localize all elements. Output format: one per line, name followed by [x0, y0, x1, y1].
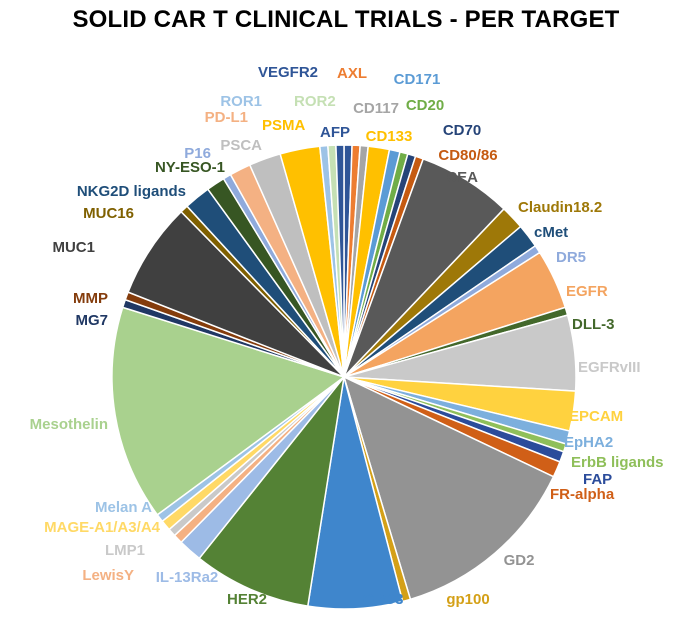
slice-label-lmp1: LMP1	[105, 542, 145, 559]
slice-label-cd70: CD70	[443, 122, 481, 139]
slice-label-ror2: ROR2	[294, 93, 336, 110]
slice-label-lewisy: LewisY	[82, 567, 134, 584]
slice-label-psma: PSMA	[262, 117, 306, 134]
slice-label-cd20: CD20	[406, 97, 444, 114]
slice-label-ror1: ROR1	[220, 93, 262, 110]
slice-label-muc1: MUC1	[52, 239, 95, 256]
chart-title: SOLID CAR T CLINICAL TRIALS - PER TARGET	[72, 6, 620, 33]
pie-slice-vegfr2	[335, 144, 345, 378]
slice-label-cd133: CD133	[366, 128, 413, 145]
pie-slice-her2	[198, 374, 346, 608]
slice-label-epcam: EPCAM	[569, 408, 623, 425]
slice-label-fr-alpha: FR-alpha	[550, 486, 615, 503]
slice-label-her2: HER2	[227, 591, 267, 608]
slice-label-mg7: MG7	[75, 312, 108, 329]
slice-label-vegfr2: VEGFR2	[258, 64, 318, 81]
slice-label-egfr: EGFR	[566, 283, 608, 300]
slice-label-psca: PSCA	[220, 137, 262, 154]
slice-label-melan-a: Melan A	[95, 499, 152, 516]
slice-label-gpc3: GPC3	[363, 591, 404, 608]
slice-label-afp: AFP	[320, 124, 350, 141]
slice-label-ny-eso-1: NY-ESO-1	[155, 159, 225, 176]
slice-label-mage-a1-a3-a4: MAGE-A1/A3/A4	[44, 519, 161, 536]
slice-label-cd117: CD117	[353, 100, 399, 117]
slice-label-dll-3: DLL-3	[572, 316, 615, 333]
slice-label-cd171: CD171	[394, 71, 441, 88]
slice-label-epha2: EpHA2	[564, 434, 613, 451]
slice-label-claudin18-2: Claudin18.2	[518, 199, 602, 216]
slice-label-axl: AXL	[337, 65, 367, 82]
slice-label-cmet: cMet	[534, 224, 568, 241]
slice-label-gp100: gp100	[446, 591, 489, 608]
slice-label-fap: FAP	[583, 471, 612, 488]
slice-label-il-13ra2: IL-13Ra2	[156, 569, 219, 586]
pie-slice-gd2	[342, 375, 555, 601]
slice-label-cd80-86: CD80/86	[438, 147, 497, 164]
slice-label-p16: P16	[184, 145, 211, 162]
slice-label-egfrviii: EGFRvIII	[578, 359, 641, 376]
slice-label-nkg2d-ligands: NKG2D ligands	[77, 183, 186, 200]
slice-label-mmp: MMP	[73, 290, 108, 307]
slice-label-gd2: GD2	[504, 552, 535, 569]
pie-labels: AFP AXL CD117 CD133 CD171 CD20 CD70 CD80/86 CEA C…	[30, 64, 664, 608]
slice-label-muc16: MUC16	[83, 205, 134, 222]
pie-slices	[111, 144, 577, 610]
slice-label-dr5: DR5	[556, 249, 586, 266]
slice-label-erbb-ligands: ErbB ligands	[571, 454, 664, 471]
slice-label-cea: CEA	[446, 169, 478, 186]
slice-label-mesothelin: Mesothelin	[30, 416, 108, 433]
slice-label-pd-l1: PD-L1	[205, 109, 248, 126]
